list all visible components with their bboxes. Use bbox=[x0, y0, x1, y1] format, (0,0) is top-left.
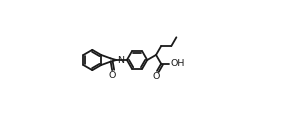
Text: OH: OH bbox=[170, 59, 184, 68]
Text: N: N bbox=[117, 56, 124, 65]
Text: O: O bbox=[153, 72, 160, 81]
Text: O: O bbox=[109, 71, 116, 80]
